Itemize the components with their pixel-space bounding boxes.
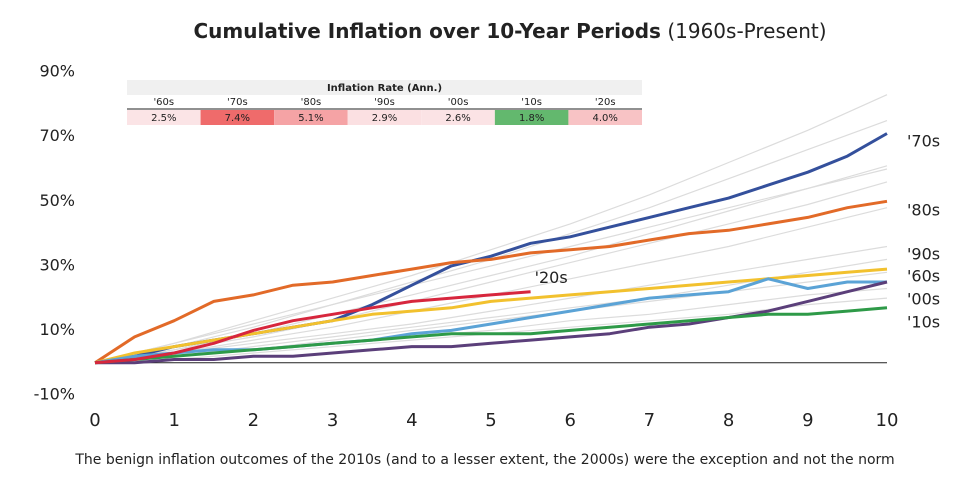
x-tick-label: 7 [644,410,655,431]
chart-title: Cumulative Inflation over 10-Year Period… [193,19,826,43]
background-line [94,94,888,364]
table-cell [127,110,201,125]
series-line [94,277,887,365]
table-header: '70s [227,97,248,108]
series-line [94,199,888,364]
table-header: '80s [301,97,322,108]
y-tick-label: 90% [39,62,75,81]
series-label: '90s [907,245,940,264]
background-line [94,120,888,364]
x-tick-label: 1 [168,410,179,431]
series-label: '10s [907,313,940,332]
table-cell [347,110,422,125]
table-header: '60s [153,97,174,108]
x-tick-label: 2 [248,410,259,431]
x-tick-label: 9 [802,410,813,431]
series-label: '70s [907,132,940,151]
y-tick-label: -10% [34,385,75,404]
series-label: '80s [907,201,940,220]
table-cell [200,110,275,125]
table-header: '10s [521,97,542,108]
x-tick-label: 3 [327,410,338,431]
table-header: '20s [595,97,616,108]
table-value: 7.4% [225,113,250,124]
table-cell [494,110,569,125]
caption: The benign inflation outcomes of the 201… [74,452,894,468]
series-line [94,290,531,365]
table-value: 5.1% [298,113,323,124]
table-value: 2.6% [445,113,470,124]
series-line [94,306,888,365]
y-tick-label: 50% [39,191,75,210]
table-header: '00s [448,97,469,108]
x-tick-label: 6 [564,410,575,431]
subtitle: (1960s-Present) [667,19,826,43]
x-tick-label: 10 [876,410,899,431]
series-line [94,132,888,365]
table-value: 2.9% [372,113,397,124]
table-cell [274,110,348,125]
y-tick-label: 10% [39,320,75,339]
x-tick-label: 4 [406,410,417,431]
table-value: 2.5% [151,113,176,124]
table-value: 4.0% [593,113,618,124]
background-line [94,245,888,364]
x-tick-label: 5 [485,410,496,431]
series-label: '20s [535,268,568,287]
table-title: Inflation Rate (Ann.) [327,83,442,94]
series-line [95,280,888,365]
table-value: 1.8% [519,113,544,124]
y-tick-label: 30% [39,255,75,274]
x-tick-label: 8 [723,410,734,431]
table-header: '90s [374,97,395,108]
background-line [94,181,888,364]
series-label: '60s [907,267,940,286]
table-cell [421,110,495,125]
background-line [94,168,888,364]
title-main: Cumulative Inflation over 10-Year Period… [193,19,660,43]
series-label: '00s [907,290,940,309]
y-tick-label: 70% [39,126,75,145]
table-title-bg [127,80,642,95]
table-cell [568,110,642,125]
x-tick-label: 0 [89,410,100,431]
